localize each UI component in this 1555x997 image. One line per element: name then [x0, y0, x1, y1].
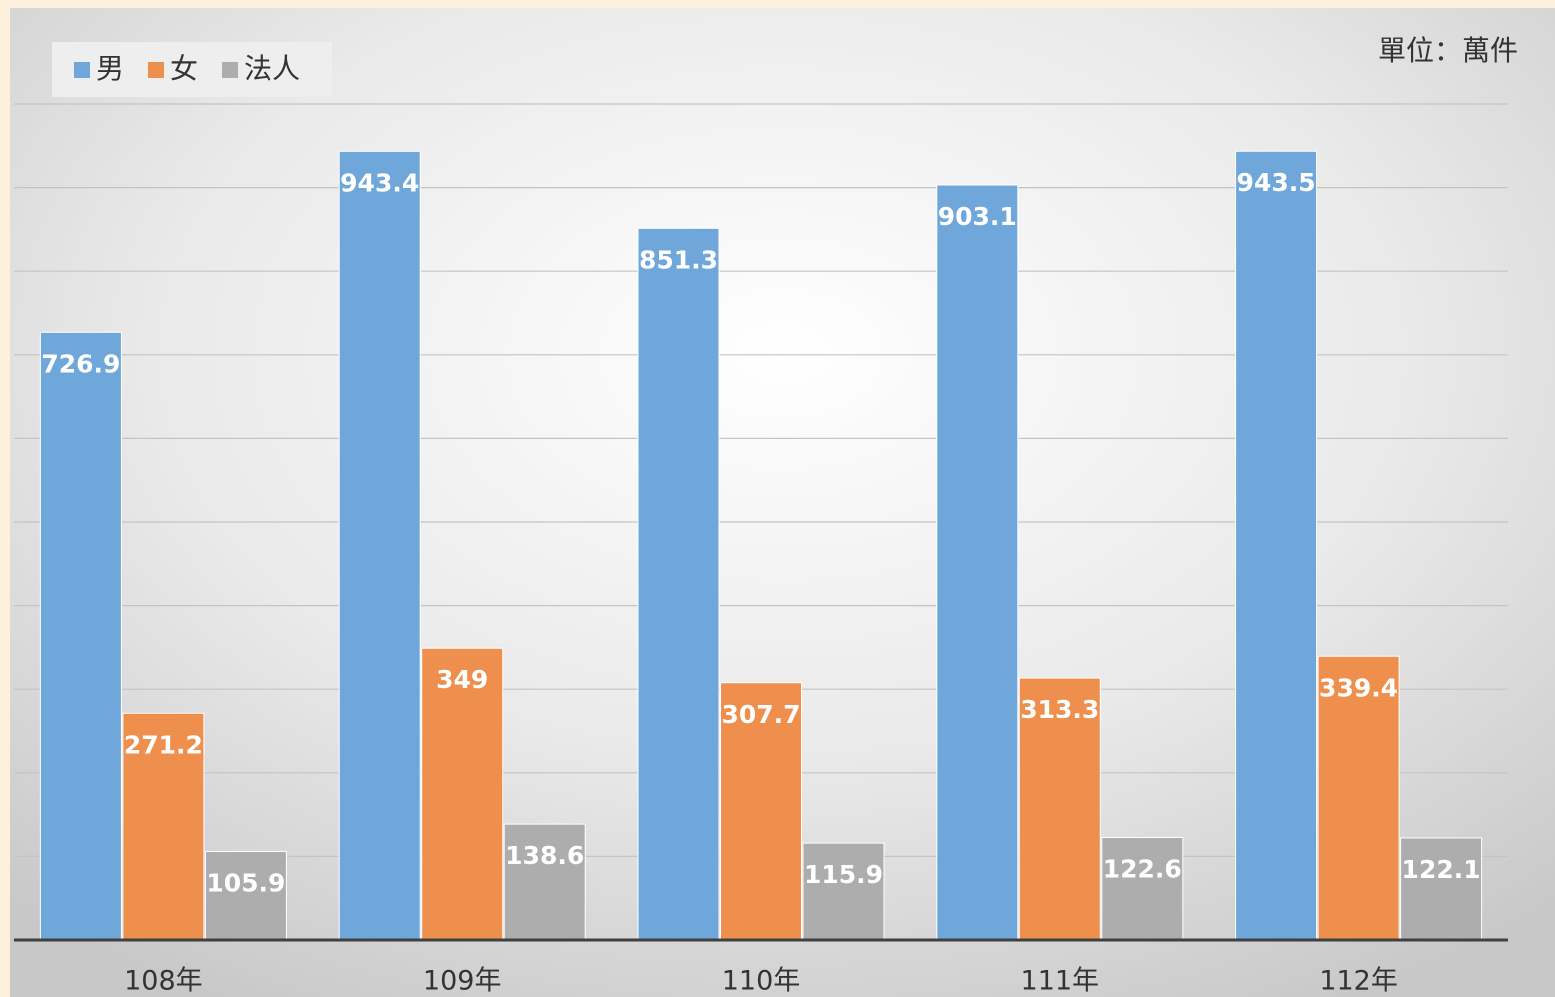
- bar: [802, 842, 885, 941]
- unit-note: 單位：萬件: [1378, 34, 1518, 67]
- x-tick-label: 111年: [1021, 966, 1100, 997]
- bar: [720, 682, 802, 941]
- x-tick-label: 108年: [124, 966, 203, 997]
- x-tick-label: 110年: [722, 966, 801, 997]
- bar: [1101, 837, 1184, 941]
- bars: 108年 726.9 271.2 105.9 109年 943.4 349 138.6 110年…: [14, 150, 1508, 997]
- bar: [1317, 655, 1400, 941]
- data-label: 726.9: [41, 349, 120, 378]
- data-label: 307.7: [721, 700, 800, 729]
- data-label: 851.3: [639, 245, 718, 274]
- bar: [421, 647, 504, 941]
- legend: 男 女 法人: [74, 52, 300, 85]
- data-label: 138.6: [505, 841, 584, 870]
- bar: [1235, 150, 1318, 941]
- bar: [503, 823, 586, 941]
- x-tick-label: 112年: [1319, 966, 1398, 997]
- bar: [1018, 677, 1101, 941]
- bar: [1400, 837, 1483, 941]
- legend-swatch: [222, 62, 239, 78]
- data-label: 115.9: [804, 860, 883, 889]
- legend-label: 法人: [244, 52, 300, 85]
- bar: [338, 150, 421, 941]
- bar: [936, 184, 1019, 941]
- data-label: 122.1: [1402, 855, 1481, 884]
- x-tick-label: 109年: [423, 966, 502, 997]
- legend-label: 男: [96, 52, 124, 85]
- data-label: 943.4: [340, 168, 419, 197]
- data-label: 339.4: [1319, 673, 1398, 702]
- data-label: 271.2: [124, 730, 203, 759]
- bar: [637, 227, 720, 941]
- data-label: 903.1: [938, 202, 1017, 231]
- data-label: 122.6: [1103, 855, 1182, 884]
- data-label: 349: [436, 665, 488, 694]
- data-label: 313.3: [1020, 695, 1099, 724]
- data-label: 943.5: [1237, 168, 1316, 197]
- bar: [39, 331, 122, 941]
- legend-box: [52, 42, 332, 97]
- legend-swatch: [148, 62, 165, 78]
- data-label: 105.9: [206, 868, 285, 897]
- legend-label: 女: [170, 52, 198, 85]
- legend-swatch: [74, 62, 90, 78]
